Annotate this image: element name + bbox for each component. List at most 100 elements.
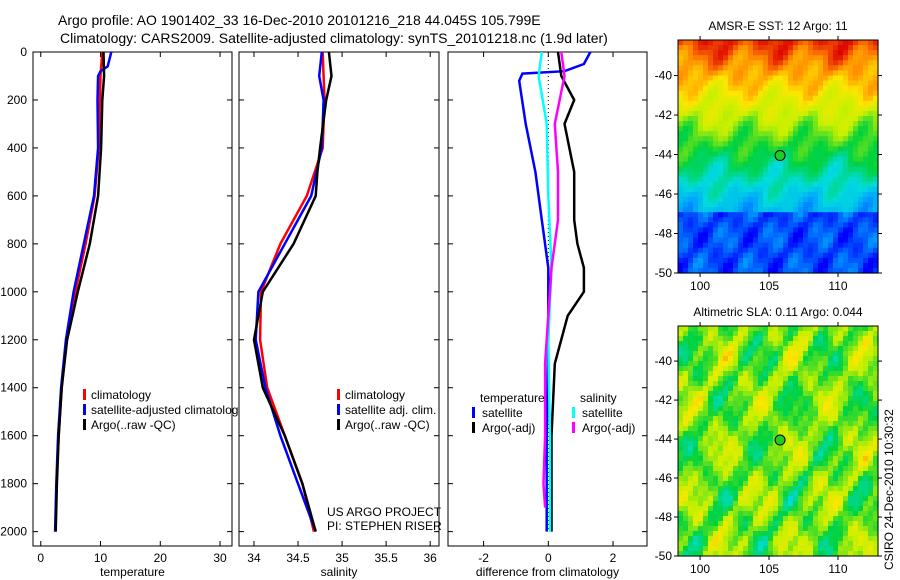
- x-tick-label: 20: [154, 551, 168, 565]
- map-cell: [703, 466, 709, 472]
- map-cell: [708, 121, 714, 127]
- map-cell: [738, 227, 744, 234]
- map-cell: [753, 546, 759, 552]
- map-cell: [723, 75, 729, 82]
- map-cell: [743, 431, 749, 437]
- map-cell: [743, 242, 749, 249]
- map-cell: [743, 176, 749, 183]
- map-cell: [728, 491, 734, 497]
- map-cell: [713, 136, 719, 142]
- map-cell: [813, 546, 819, 552]
- map-cell: [693, 252, 699, 259]
- map-cell: [678, 70, 684, 77]
- map-cell: [838, 50, 844, 56]
- map-cell: [788, 526, 794, 532]
- map-cell: [813, 141, 819, 147]
- map-cell: [793, 110, 799, 117]
- map-cell: [793, 476, 799, 482]
- map-cell: [818, 476, 824, 482]
- map-cell: [818, 451, 824, 457]
- map-cell: [763, 222, 769, 228]
- map-cell: [843, 65, 849, 71]
- map-cell: [753, 441, 759, 447]
- map-cell: [698, 212, 704, 218]
- map-cell: [823, 126, 829, 132]
- map-cell: [803, 217, 809, 223]
- map-cell: [683, 526, 689, 532]
- map-cell: [823, 237, 829, 244]
- map-cell: [733, 506, 739, 512]
- map-cell: [828, 466, 834, 472]
- map-cell: [758, 171, 764, 178]
- map-cell: [688, 331, 694, 337]
- map-cell: [833, 80, 839, 87]
- map-cell: [848, 131, 854, 137]
- map-cell: [713, 551, 719, 557]
- map-cell: [818, 516, 824, 522]
- map-cell: [688, 526, 694, 532]
- map-cell: [758, 436, 764, 442]
- map-cell: [698, 431, 704, 437]
- map-cell: [713, 361, 719, 367]
- map-cell: [803, 471, 809, 477]
- map-cell: [838, 516, 844, 522]
- map-cell: [778, 536, 784, 542]
- map-cell: [798, 326, 804, 332]
- legend-label: Argo(..raw -QC): [91, 418, 176, 432]
- map-cell: [748, 156, 754, 163]
- map-cell: [808, 521, 814, 527]
- map-cell: [828, 121, 834, 127]
- map-cell: [758, 356, 764, 362]
- map-cell: [693, 416, 699, 422]
- map-cell: [713, 531, 719, 537]
- map-cell: [703, 257, 709, 264]
- map-cell: [703, 100, 709, 107]
- map-cell: [858, 366, 864, 372]
- map-cell: [783, 267, 789, 274]
- map-cell: [753, 446, 759, 452]
- map-cell: [728, 401, 734, 407]
- map-cell: [863, 501, 869, 507]
- map-cell: [723, 192, 729, 198]
- map-cell: [693, 366, 699, 372]
- map-cell: [753, 511, 759, 517]
- map-cell: [823, 356, 829, 362]
- map-cell: [873, 267, 879, 274]
- map-cell: [688, 456, 694, 462]
- map-cell: [743, 526, 749, 532]
- map-cell: [748, 176, 754, 183]
- y-tick-label: 1600: [0, 429, 27, 443]
- map-cell: [683, 496, 689, 502]
- map-cell: [788, 406, 794, 412]
- map-cell: [693, 50, 699, 56]
- map-cell: [853, 267, 859, 274]
- map-cell: [748, 511, 754, 517]
- map-cell: [773, 131, 779, 137]
- map-cell: [818, 50, 824, 56]
- map-cell: [713, 50, 719, 56]
- map-cell: [783, 381, 789, 387]
- map-cell: [758, 426, 764, 432]
- map-cell: [738, 421, 744, 427]
- map-cell: [728, 516, 734, 522]
- map-cell: [783, 481, 789, 487]
- map-cell: [843, 416, 849, 422]
- map-cell: [808, 217, 814, 223]
- map-cell: [703, 237, 709, 244]
- map-cell: [868, 506, 874, 512]
- map-cell: [763, 446, 769, 452]
- map-cell: [863, 326, 869, 332]
- map-cell: [793, 116, 799, 122]
- map-cell: [723, 526, 729, 532]
- map-cell: [768, 411, 774, 417]
- map-cell: [858, 156, 864, 163]
- map-cell: [863, 181, 869, 188]
- map-cell: [758, 506, 764, 512]
- map-cell: [813, 371, 819, 377]
- map-cell: [808, 237, 814, 244]
- map-cell: [833, 521, 839, 527]
- y-tick-label: 800: [7, 237, 27, 251]
- map-cell: [753, 75, 759, 82]
- map-cell: [823, 227, 829, 234]
- map-cell: [718, 121, 724, 127]
